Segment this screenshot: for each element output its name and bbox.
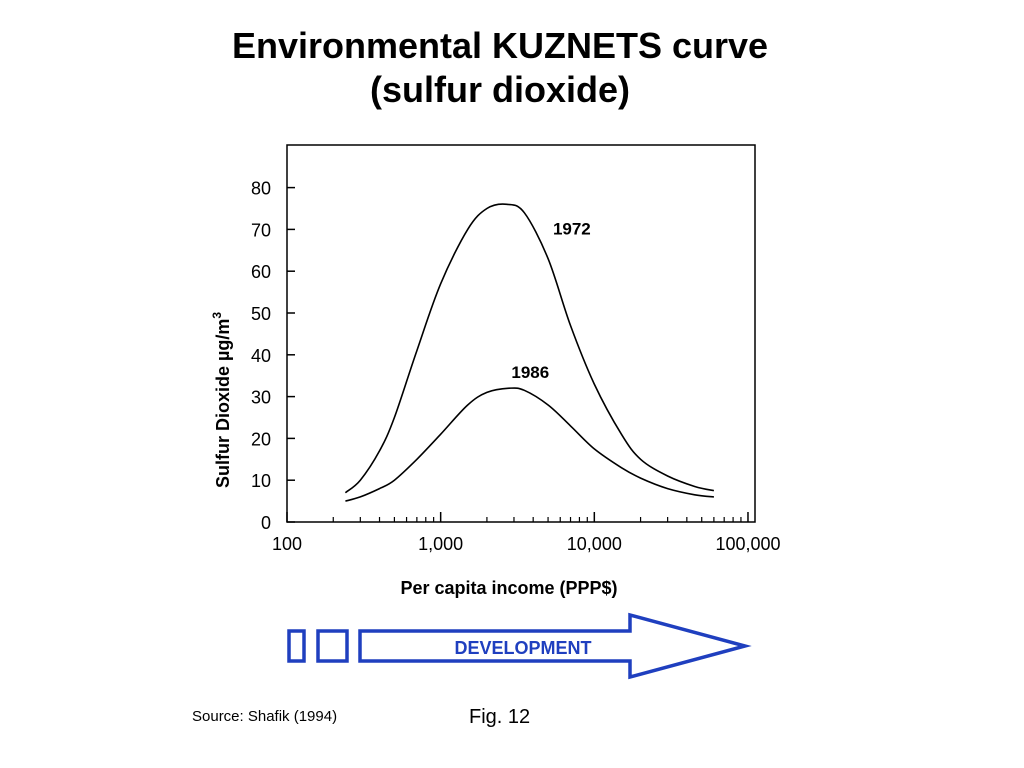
series-label-1986: 1986	[511, 363, 549, 382]
arrow-tail-block-large	[316, 629, 349, 663]
series-line-1986	[345, 387, 714, 502]
arrow-body	[358, 612, 752, 680]
series-group: 1972 1986	[344, 203, 715, 502]
y-tick-label-80: 80	[251, 179, 271, 199]
x-tick-label-1000: 1,000	[418, 534, 463, 554]
y-tick-label-10: 10	[251, 471, 271, 491]
x-tick-label-10000: 10,000	[567, 534, 622, 554]
y-axis-label: Sulfur Dioxide µg/m3	[210, 312, 233, 488]
series-label-1972: 1972	[553, 219, 591, 238]
x-axis-label: Per capita income (PPP$)	[400, 578, 617, 598]
x-axis: 100 1,000 10,000 100,000	[272, 512, 781, 554]
chart-title-line2: (sulfur dioxide)	[370, 69, 630, 110]
development-arrow: DEVELOPMENT	[287, 612, 752, 680]
development-label: DEVELOPMENT	[454, 638, 591, 658]
y-tick-label-50: 50	[251, 304, 271, 324]
x-tick-label-100000: 100,000	[715, 534, 780, 554]
x-tick-label-100: 100	[272, 534, 302, 554]
y-tick-label-40: 40	[251, 346, 271, 366]
y-tick-label-30: 30	[251, 388, 271, 408]
series-line-1972	[344, 203, 715, 494]
arrow-tail-block-small	[287, 629, 306, 663]
y-tick-label-70: 70	[251, 220, 271, 240]
chart-title-line1: Environmental KUZNETS curve	[231, 25, 769, 66]
y-tick-label-60: 60	[251, 262, 271, 282]
y-tick-label-0: 0	[261, 513, 271, 533]
figure-number: Fig. 12	[469, 706, 531, 728]
y-axis: 0 10 20 30 40 50 60 70 80	[251, 179, 295, 533]
source-note: Source: Shafik (1994)	[192, 708, 338, 725]
y-tick-label-20: 20	[251, 429, 271, 449]
plot-frame	[286, 144, 756, 523]
